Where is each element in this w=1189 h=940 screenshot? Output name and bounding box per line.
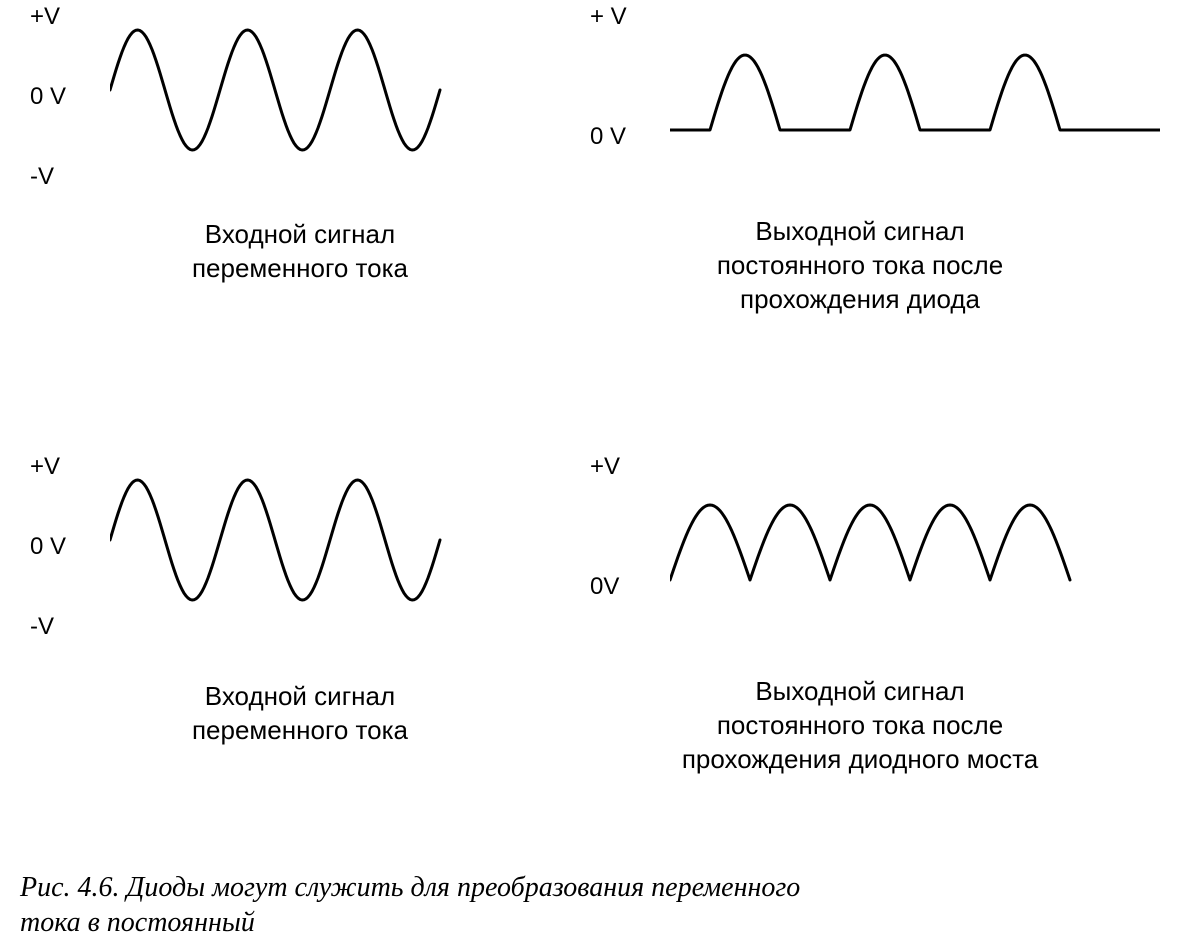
axis-label-zero-v: 0V (590, 575, 619, 599)
figure-caption: Рис. 4.6. Диоды могут служить для преобр… (20, 870, 1170, 940)
full-rectified-wave (670, 450, 1090, 600)
page: +V 0 V -V Входной сигналпеременного тока… (0, 0, 1189, 940)
axis-label-plus-v: +V (30, 5, 60, 29)
axis-label-zero-v: 0 V (30, 85, 66, 109)
chart-area-output-diode: + V 0 V (590, 0, 1130, 160)
axis-label-plus-v: + V (590, 5, 627, 29)
chart-area-input-top: +V 0 V -V (30, 0, 570, 200)
axis-label-minus-v: -V (30, 615, 54, 639)
axis-label-plus-v: +V (30, 455, 60, 479)
panel-input-bottom: +V 0 V -V Входной сигналпеременного тока (30, 450, 570, 748)
caption-input-top: Входной сигналпеременного тока (30, 218, 570, 286)
axis-label-zero-v: 0 V (30, 535, 66, 559)
axis-label-plus-v: +V (590, 455, 620, 479)
panel-output-bridge: +V 0V Выходной сигналпостоянного тока по… (590, 450, 1130, 776)
caption-output-diode: Выходной сигналпостоянного тока послепро… (590, 215, 1130, 316)
sine-wave-top (110, 0, 470, 180)
axis-label-minus-v: -V (30, 165, 54, 189)
panel-input-top: +V 0 V -V Входной сигналпеременного тока (30, 0, 570, 286)
chart-area-output-bridge: +V 0V (590, 450, 1130, 610)
panel-output-diode: + V 0 V Выходной сигналпостоянного тока … (590, 0, 1130, 316)
half-rectified-wave (670, 0, 1160, 150)
caption-output-bridge: Выходной сигналпостоянного тока послепро… (590, 675, 1130, 776)
sine-wave-bottom (110, 450, 470, 630)
row-1: +V 0 V -V Входной сигналпеременного тока… (0, 0, 1189, 330)
axis-label-zero-v: 0 V (590, 125, 626, 149)
caption-input-bottom: Входной сигналпеременного тока (30, 680, 570, 748)
chart-area-input-bottom: +V 0 V -V (30, 450, 570, 650)
row-2: +V 0 V -V Входной сигналпеременного тока… (0, 450, 1189, 810)
